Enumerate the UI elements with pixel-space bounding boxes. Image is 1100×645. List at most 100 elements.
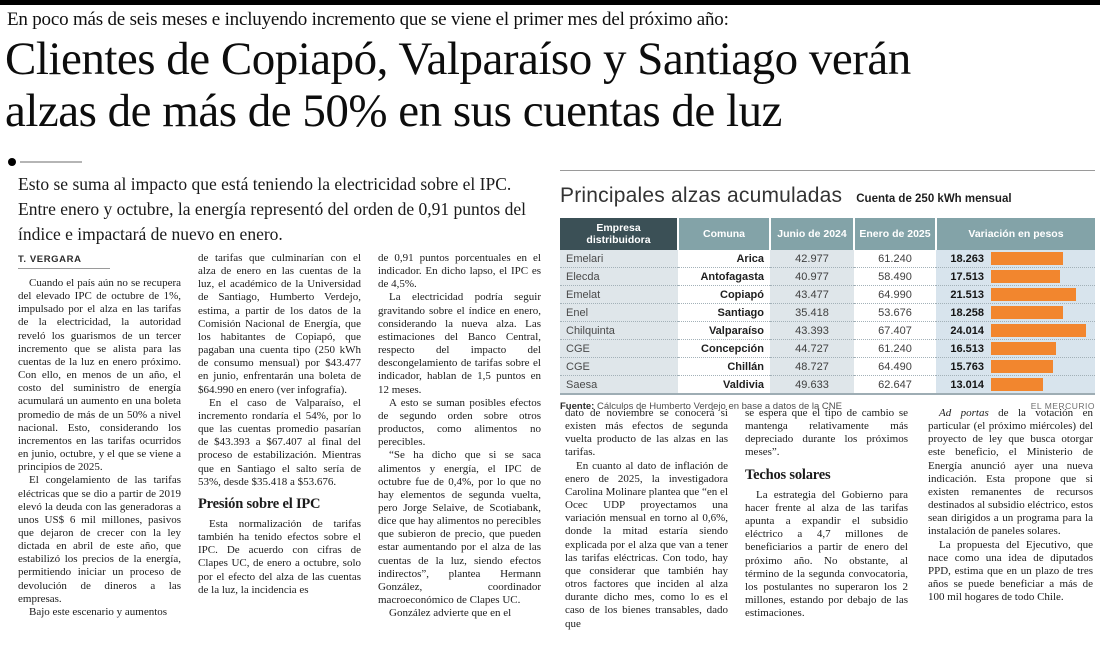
italic-lead: Ad portas bbox=[939, 407, 989, 419]
paragraph: A esto se suman posibles efectos de segu… bbox=[378, 396, 541, 449]
col-header-empresa: Empresa distribuidora bbox=[560, 218, 678, 250]
variacion-value: 17.513 bbox=[950, 270, 984, 283]
infographic: Principales alzas acumuladas Cuenta de 2… bbox=[560, 170, 1095, 412]
paragraph: En cuanto al dato de inflación de enero … bbox=[565, 459, 728, 630]
cell-empresa: CGE bbox=[560, 357, 678, 376]
cell-empresa: Emelari bbox=[560, 250, 678, 268]
paragraph: dato de noviembre se conocerá si existen… bbox=[565, 407, 728, 459]
paragraph: La propuesta del Ejecutivo, que nace com… bbox=[928, 538, 1093, 604]
paragraph: La electricidad podría seguir gravitando… bbox=[378, 291, 541, 396]
paragraph: de 0,91 puntos porcentuales en el indica… bbox=[378, 252, 541, 291]
variacion-value: 18.263 bbox=[950, 252, 984, 265]
source-note: Fuente: Cálculos de Humberto Verdejo en … bbox=[560, 401, 842, 412]
cell-enero: 67.407 bbox=[854, 321, 936, 340]
cell-comuna: Antofagasta bbox=[678, 267, 770, 286]
article-column-4: dato de noviembre se conocerá si existen… bbox=[565, 407, 728, 645]
paragraph: González advierte que en el bbox=[389, 607, 512, 620]
cell-variacion: 24.014 bbox=[936, 321, 1095, 340]
paragraph: “Se ha dicho que si se saca alimentos y … bbox=[378, 449, 541, 607]
cell-empresa: Emelat bbox=[560, 285, 678, 304]
cell-enero: 61.240 bbox=[878, 252, 912, 265]
cell-enero: 58.490 bbox=[854, 267, 936, 286]
paragraph: Bajo este escenario y aumentos bbox=[29, 605, 168, 618]
col-header-variacion: Variación en pesos bbox=[935, 218, 1095, 250]
table-row: CGE Chillán 48.727 64.490 15.763 bbox=[560, 357, 1095, 376]
paragraph: Esta normalización de tarifas también ha… bbox=[198, 517, 361, 596]
cell-junio: 35.418 bbox=[770, 303, 854, 322]
headline: Clientes de Copiapó, Valparaíso y Santia… bbox=[5, 33, 1095, 137]
cell-junio: 40.977 bbox=[770, 267, 854, 286]
variacion-bar-track bbox=[991, 324, 1089, 337]
cell-empresa: CGE bbox=[560, 339, 678, 358]
cell-junio: 48.727 bbox=[770, 357, 854, 376]
infographic-subtitle: Cuenta de 250 kWh mensual bbox=[856, 193, 1012, 205]
source-text: Cálculos de Humberto Verdejo en base a d… bbox=[596, 401, 842, 412]
cell-variacion: 21.513 bbox=[936, 285, 1095, 304]
rates-table-body: Emelari Arica 42.977 61.240 18.263 Elecd… bbox=[560, 250, 1095, 394]
variacion-value: 15.763 bbox=[950, 360, 984, 373]
cell-junio: 49.633 bbox=[770, 375, 854, 394]
cell-comuna: Concepción bbox=[678, 339, 770, 358]
col-header-junio: Junio de 2024 bbox=[769, 218, 854, 250]
bullet-rule bbox=[20, 161, 82, 163]
article-column-1: Cuando el país aún no se recupera del el… bbox=[18, 277, 181, 645]
article-column-5: se espera que el tipo de cambio se mante… bbox=[745, 407, 908, 645]
variacion-bar bbox=[991, 378, 1043, 391]
paragraph: Ad portas de la votación en particular (… bbox=[928, 407, 1093, 538]
variacion-bar-track bbox=[991, 252, 1089, 265]
table-header-row: Empresa distribuidora Comuna Junio de 20… bbox=[560, 218, 1095, 250]
table-row: Chilquinta Valparaíso 43.393 67.407 24.0… bbox=[560, 321, 1095, 340]
byline: T. VERGARA bbox=[18, 254, 110, 269]
paragraph: se espera que el tipo de cambio se mante… bbox=[745, 407, 908, 459]
paragraph: de tarifas que culminarían con el alza d… bbox=[198, 252, 361, 396]
cell-variacion: 18.258 bbox=[936, 303, 1095, 322]
source-label: Fuente: bbox=[560, 401, 595, 412]
cell-junio: 44.727 bbox=[770, 339, 854, 358]
cell-empresa: Chilquinta bbox=[560, 321, 678, 340]
cell-variacion: 16.513 bbox=[936, 339, 1095, 358]
table-row: Enel Santiago 35.418 53.676 18.258 bbox=[560, 303, 1095, 322]
headline-line1: Clientes de Copiapó, Valparaíso y Santia… bbox=[5, 33, 911, 85]
paragraph: El congelamiento de las tarifas eléctric… bbox=[18, 474, 181, 605]
infographic-title: Principales alzas acumuladas bbox=[560, 184, 843, 207]
section-heading: Presión sobre el IPC bbox=[198, 495, 321, 512]
cell-enero: 61.240 bbox=[854, 339, 936, 358]
headline-line2: alzas de más de 50% en sus cuentas de lu… bbox=[5, 85, 782, 137]
variacion-bar bbox=[991, 324, 1087, 337]
article-column-6: Ad portas de la votación en particular (… bbox=[928, 407, 1093, 645]
cell-comuna: Chillán bbox=[678, 357, 770, 376]
cell-enero: 53.676 bbox=[854, 303, 936, 322]
variacion-bar-track bbox=[991, 288, 1089, 301]
variacion-bar bbox=[991, 252, 1064, 265]
cell-comuna: Valparaíso bbox=[678, 321, 770, 340]
table-row: Emelat Copiapó 43.477 64.990 21.513 bbox=[560, 285, 1095, 304]
cell-variacion: 13.014 bbox=[936, 375, 1095, 394]
variacion-bar-track bbox=[991, 378, 1089, 391]
table-row: Saesa Valdivia 49.633 62.647 13.014 bbox=[560, 375, 1095, 394]
table-row: Elecda Antofagasta 40.977 58.490 17.513 bbox=[560, 267, 1095, 286]
cell-empresa: Enel bbox=[560, 303, 678, 322]
article-column-3: de 0,91 puntos porcentuales en el indica… bbox=[378, 252, 541, 645]
variacion-value: 24.014 bbox=[950, 324, 984, 337]
section-marker bbox=[8, 158, 82, 166]
variacion-value: 21.513 bbox=[950, 288, 984, 301]
variacion-bar-track bbox=[991, 360, 1089, 373]
cell-junio: 43.393 bbox=[770, 321, 854, 340]
cell-empresa: Elecda bbox=[560, 267, 678, 286]
cell-comuna: Santiago bbox=[678, 303, 770, 322]
cell-empresa: Saesa bbox=[560, 375, 678, 394]
cell-variacion: 18.263 bbox=[936, 250, 1095, 268]
credit: EL MERCURIO bbox=[1030, 401, 1095, 411]
variacion-bar bbox=[991, 288, 1077, 301]
bullet-dot bbox=[8, 158, 16, 166]
top-rule bbox=[0, 0, 1100, 5]
cell-comuna: Arica bbox=[736, 252, 764, 265]
variacion-bar-track bbox=[991, 270, 1089, 283]
cell-junio: 42.977 bbox=[770, 250, 854, 268]
variacion-bar bbox=[991, 360, 1054, 373]
variacion-value: 18.258 bbox=[950, 306, 984, 319]
cell-junio: 43.477 bbox=[770, 285, 854, 304]
col-header-enero: Enero de 2025 bbox=[853, 218, 936, 250]
variacion-value: 16.513 bbox=[950, 342, 984, 355]
paragraph: La estrategia del Gobierno para hacer fr… bbox=[745, 488, 908, 620]
